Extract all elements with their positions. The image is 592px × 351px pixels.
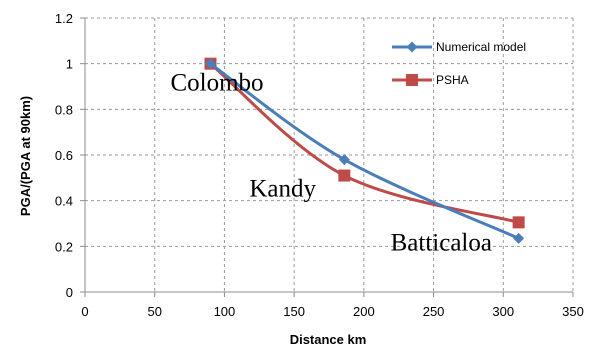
y-tick-label: 0.2 bbox=[55, 239, 73, 254]
series-numerical-model bbox=[204, 58, 525, 244]
legend-marker bbox=[406, 41, 418, 53]
x-tick-label: 150 bbox=[283, 304, 305, 319]
x-tick-label: 100 bbox=[214, 304, 236, 319]
y-tick-label: 0.6 bbox=[55, 148, 73, 163]
y-tick-label: 0.8 bbox=[55, 102, 73, 117]
y-tick-label: 0.4 bbox=[55, 194, 73, 209]
legend-marker bbox=[406, 74, 418, 86]
y-tick-label: 1 bbox=[66, 57, 73, 72]
x-axis-title: Distance km bbox=[290, 332, 367, 347]
legend: Numerical model PSHA bbox=[392, 40, 526, 87]
y-tick-label: 0 bbox=[66, 285, 73, 300]
gridlines bbox=[85, 17, 574, 292]
x-tick-label: 50 bbox=[147, 304, 161, 319]
data-point bbox=[512, 216, 525, 229]
data-point bbox=[338, 154, 350, 166]
series-group bbox=[204, 57, 525, 244]
data-point bbox=[204, 58, 216, 70]
x-tick-label: 0 bbox=[81, 304, 88, 319]
x-axis-ticks: 0 50 100 150 200 250 300 350 bbox=[81, 292, 584, 319]
annotation-label: Colombo bbox=[170, 70, 263, 97]
data-point bbox=[338, 169, 351, 182]
x-tick-label: 200 bbox=[353, 304, 375, 319]
x-tick-label: 350 bbox=[562, 304, 584, 319]
annotations: Colombo Kandy Batticaloa bbox=[170, 70, 491, 257]
y-axis-title: PGA/(PGA at 90km) bbox=[18, 96, 33, 216]
x-tick-label: 300 bbox=[492, 304, 514, 319]
data-point bbox=[513, 232, 525, 244]
annotation-label: Batticaloa bbox=[391, 229, 492, 256]
legend-label: PSHA bbox=[436, 73, 469, 87]
annotation-label: Kandy bbox=[249, 176, 316, 203]
y-tick-label: 1.2 bbox=[55, 11, 73, 26]
x-tick-label: 250 bbox=[423, 304, 445, 319]
legend-label: Numerical model bbox=[436, 40, 526, 54]
y-axis-ticks: 0 0.2 0.4 0.6 0.8 1 1.2 bbox=[55, 11, 85, 300]
